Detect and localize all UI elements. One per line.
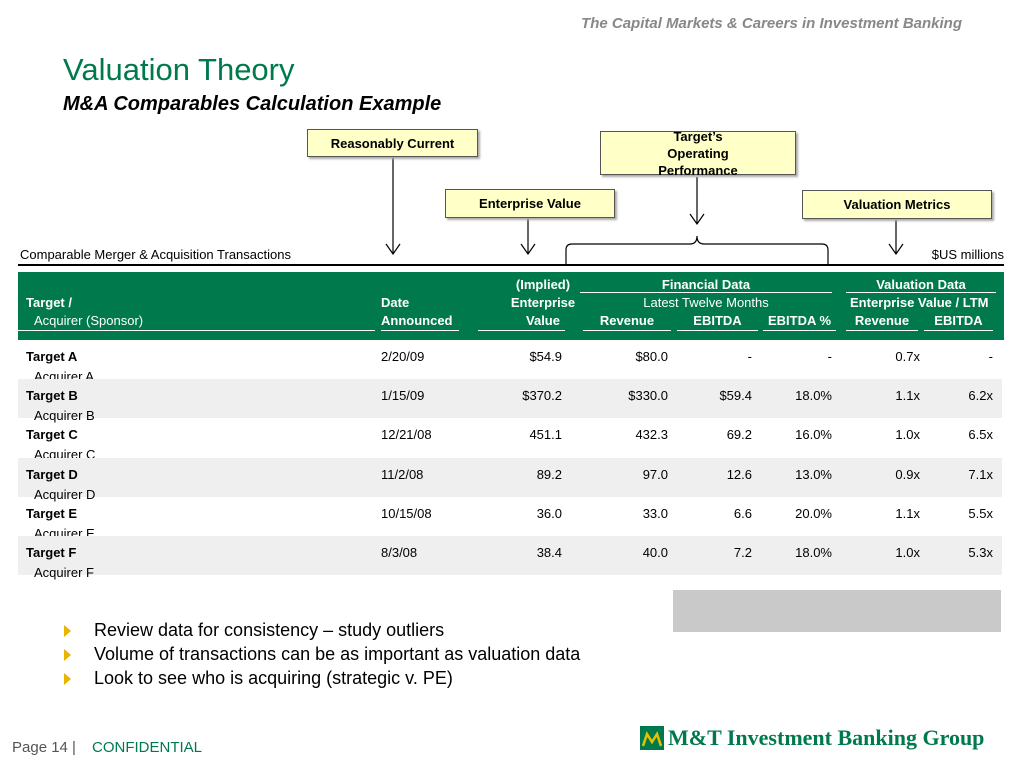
cell: 18.0% bbox=[795, 388, 832, 404]
cell: 6.2x bbox=[968, 388, 993, 404]
th: Target / bbox=[26, 295, 72, 310]
cell: - bbox=[747, 349, 752, 364]
cell: 6.5x bbox=[968, 427, 993, 443]
cell: $370.2 bbox=[522, 388, 562, 404]
bullet-icon bbox=[64, 625, 71, 637]
cell: 40.0 bbox=[642, 545, 668, 560]
cell: 7.1x bbox=[968, 466, 993, 482]
cell: 38.4 bbox=[536, 545, 562, 560]
cell: $54.9 bbox=[529, 349, 562, 364]
table-units: $US millions bbox=[931, 247, 1004, 262]
callout: Reasonably Current bbox=[307, 129, 478, 157]
bullet: Look to see who is acquiring (strategic … bbox=[94, 668, 453, 688]
cell: 7.2 bbox=[733, 545, 752, 560]
th: Value bbox=[526, 313, 560, 328]
rule bbox=[18, 264, 1004, 266]
cell: 432.3 bbox=[635, 427, 668, 443]
target: Target D bbox=[26, 466, 78, 482]
callout: Valuation Metrics bbox=[802, 190, 992, 219]
logo: M&T Investment Banking Group bbox=[668, 725, 985, 750]
bullet: Volume of transactions can be as importa… bbox=[94, 644, 581, 664]
cell: $59.4 bbox=[719, 388, 752, 404]
table-header: (Implied) Enterprise Value Financial Dat… bbox=[18, 272, 1004, 340]
date: 8/3/08 bbox=[381, 545, 418, 560]
row-shade bbox=[18, 379, 1002, 419]
confidential: CONFIDENTIAL bbox=[92, 739, 203, 756]
tagline: The Capital Markets & Careers in Investm… bbox=[581, 15, 962, 32]
th: Acquirer (Sponsor) bbox=[34, 313, 144, 328]
date: 12/21/08 bbox=[381, 427, 432, 443]
th: EBITDA bbox=[934, 313, 983, 328]
th: Revenue bbox=[854, 313, 910, 328]
acquirer: Acquirer F bbox=[34, 565, 94, 580]
cell: 69.2 bbox=[726, 427, 752, 443]
cell: 13.0% bbox=[795, 466, 832, 482]
cell: 6.6 bbox=[733, 505, 752, 521]
cell: 451.1 bbox=[529, 427, 562, 443]
cell: 0.9x bbox=[895, 466, 920, 482]
cell: 16.0% bbox=[795, 427, 832, 443]
th: Financial Data bbox=[661, 277, 751, 292]
cell: $330.0 bbox=[628, 388, 668, 404]
title: Valuation Theory bbox=[63, 52, 295, 87]
callout: Target’s Operating Performance bbox=[600, 129, 796, 178]
cell: 36.0 bbox=[536, 505, 562, 521]
th: Valuation Data bbox=[876, 277, 966, 292]
cell: 1.0x bbox=[895, 427, 920, 443]
target: Target F bbox=[26, 545, 77, 560]
target: Target C bbox=[26, 427, 78, 443]
bullet: Review data for consistency – study outl… bbox=[94, 620, 445, 640]
target: Target E bbox=[26, 505, 78, 521]
cell: - bbox=[827, 349, 832, 364]
cell: 5.5x bbox=[968, 505, 993, 521]
target: Target A bbox=[26, 349, 78, 364]
th: Enterprise bbox=[510, 295, 576, 310]
th: (Implied) bbox=[515, 277, 571, 292]
row-shade bbox=[18, 457, 1002, 497]
bullet-icon bbox=[64, 649, 71, 661]
th: EBITDA % bbox=[767, 313, 832, 328]
th: Announced bbox=[381, 313, 453, 328]
bullet-icon bbox=[64, 673, 71, 685]
target: Target B bbox=[26, 388, 78, 404]
page-number: Page 14 | bbox=[12, 739, 76, 756]
row-shade bbox=[18, 536, 1002, 575]
date: 11/2/08 bbox=[381, 466, 424, 482]
th: Enterprise Value / LTM bbox=[850, 295, 989, 310]
cell: 33.0 bbox=[642, 505, 668, 521]
cell: 89.2 bbox=[536, 466, 562, 482]
th: Revenue bbox=[599, 313, 655, 328]
acquirer: Acquirer D bbox=[34, 486, 96, 502]
cell: 12.6 bbox=[726, 466, 752, 482]
date: 10/15/08 bbox=[381, 505, 432, 521]
table-caption: Comparable Merger & Acquisition Transact… bbox=[20, 247, 291, 262]
cell: 1.0x bbox=[895, 545, 920, 560]
cell: 0.7x bbox=[895, 349, 920, 364]
th: Date bbox=[381, 295, 410, 310]
subtitle: M&A Comparables Calculation Example bbox=[63, 93, 442, 115]
date: 2/20/09 bbox=[381, 349, 425, 364]
cell: 97.0 bbox=[642, 466, 668, 482]
logo-icon bbox=[640, 726, 664, 750]
cell: $80.0 bbox=[635, 349, 668, 364]
cell: 20.0% bbox=[795, 505, 832, 521]
cell: 1.1x bbox=[895, 388, 920, 404]
summary-box bbox=[673, 590, 1001, 632]
th: EBITDA bbox=[693, 313, 742, 328]
cell: 18.0% bbox=[795, 545, 832, 560]
th: Latest Twelve Months bbox=[643, 295, 769, 310]
cell: - bbox=[988, 349, 993, 364]
cell: 1.1x bbox=[895, 505, 920, 521]
arrows bbox=[385, 157, 904, 266]
cell: 5.3x bbox=[968, 545, 993, 560]
callout: Enterprise Value bbox=[445, 189, 615, 218]
acquirer: Acquirer B bbox=[34, 408, 95, 424]
date: 1/15/09 bbox=[381, 388, 425, 404]
